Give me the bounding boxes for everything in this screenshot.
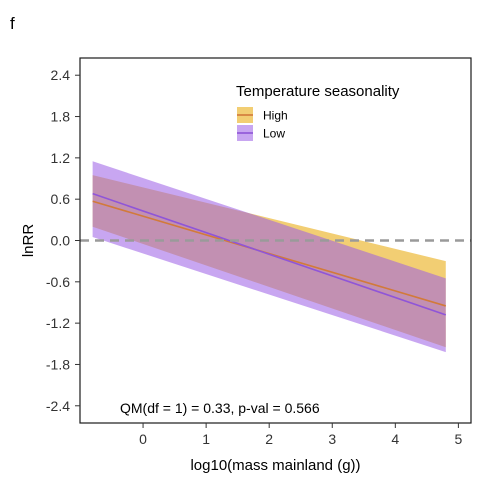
trend-line-low (92, 192, 447, 316)
y-tick-label: -1.8 (46, 356, 70, 372)
x-tick-label: 5 (454, 431, 462, 447)
y-tick-label: 0.0 (51, 233, 71, 249)
legend-label-low: Low (263, 127, 285, 141)
y-tick-label: 2.4 (51, 67, 71, 83)
ci-band-low (92, 161, 446, 353)
y-tick-label: -1.2 (46, 315, 70, 331)
y-tick-label: 1.2 (51, 150, 71, 166)
y-tick-label: 1.8 (51, 109, 71, 125)
trend-lines (92, 192, 447, 316)
x-axis: 0 1 2 3 4 5 (139, 423, 462, 447)
ci-bands (92, 161, 446, 353)
legend: Temperature seasonality High Low (236, 83, 400, 141)
x-tick-label: 2 (265, 431, 273, 447)
model-annotation: QM(df = 1) = 0.33, p-val = 0.566 (120, 400, 320, 416)
x-axis-title: log10(mass mainland (g)) (190, 457, 360, 474)
panel-label: f (10, 14, 15, 33)
y-tick-label: -0.6 (46, 274, 70, 290)
y-axis: 2.4 1.8 1.2 0.6 0.0 -0.6 -1.2 -1.8 -2.4 (46, 67, 80, 414)
x-tick-label: 3 (328, 431, 336, 447)
legend-title: Temperature seasonality (236, 83, 400, 100)
y-axis-title: lnRR (20, 224, 37, 258)
y-tick-label: -2.4 (46, 398, 70, 414)
x-tick-label: 1 (202, 431, 210, 447)
x-tick-label: 4 (391, 431, 399, 447)
y-tick-label: 0.6 (51, 191, 71, 207)
legend-label-high: High (263, 109, 288, 123)
x-tick-label: 0 (139, 431, 147, 447)
